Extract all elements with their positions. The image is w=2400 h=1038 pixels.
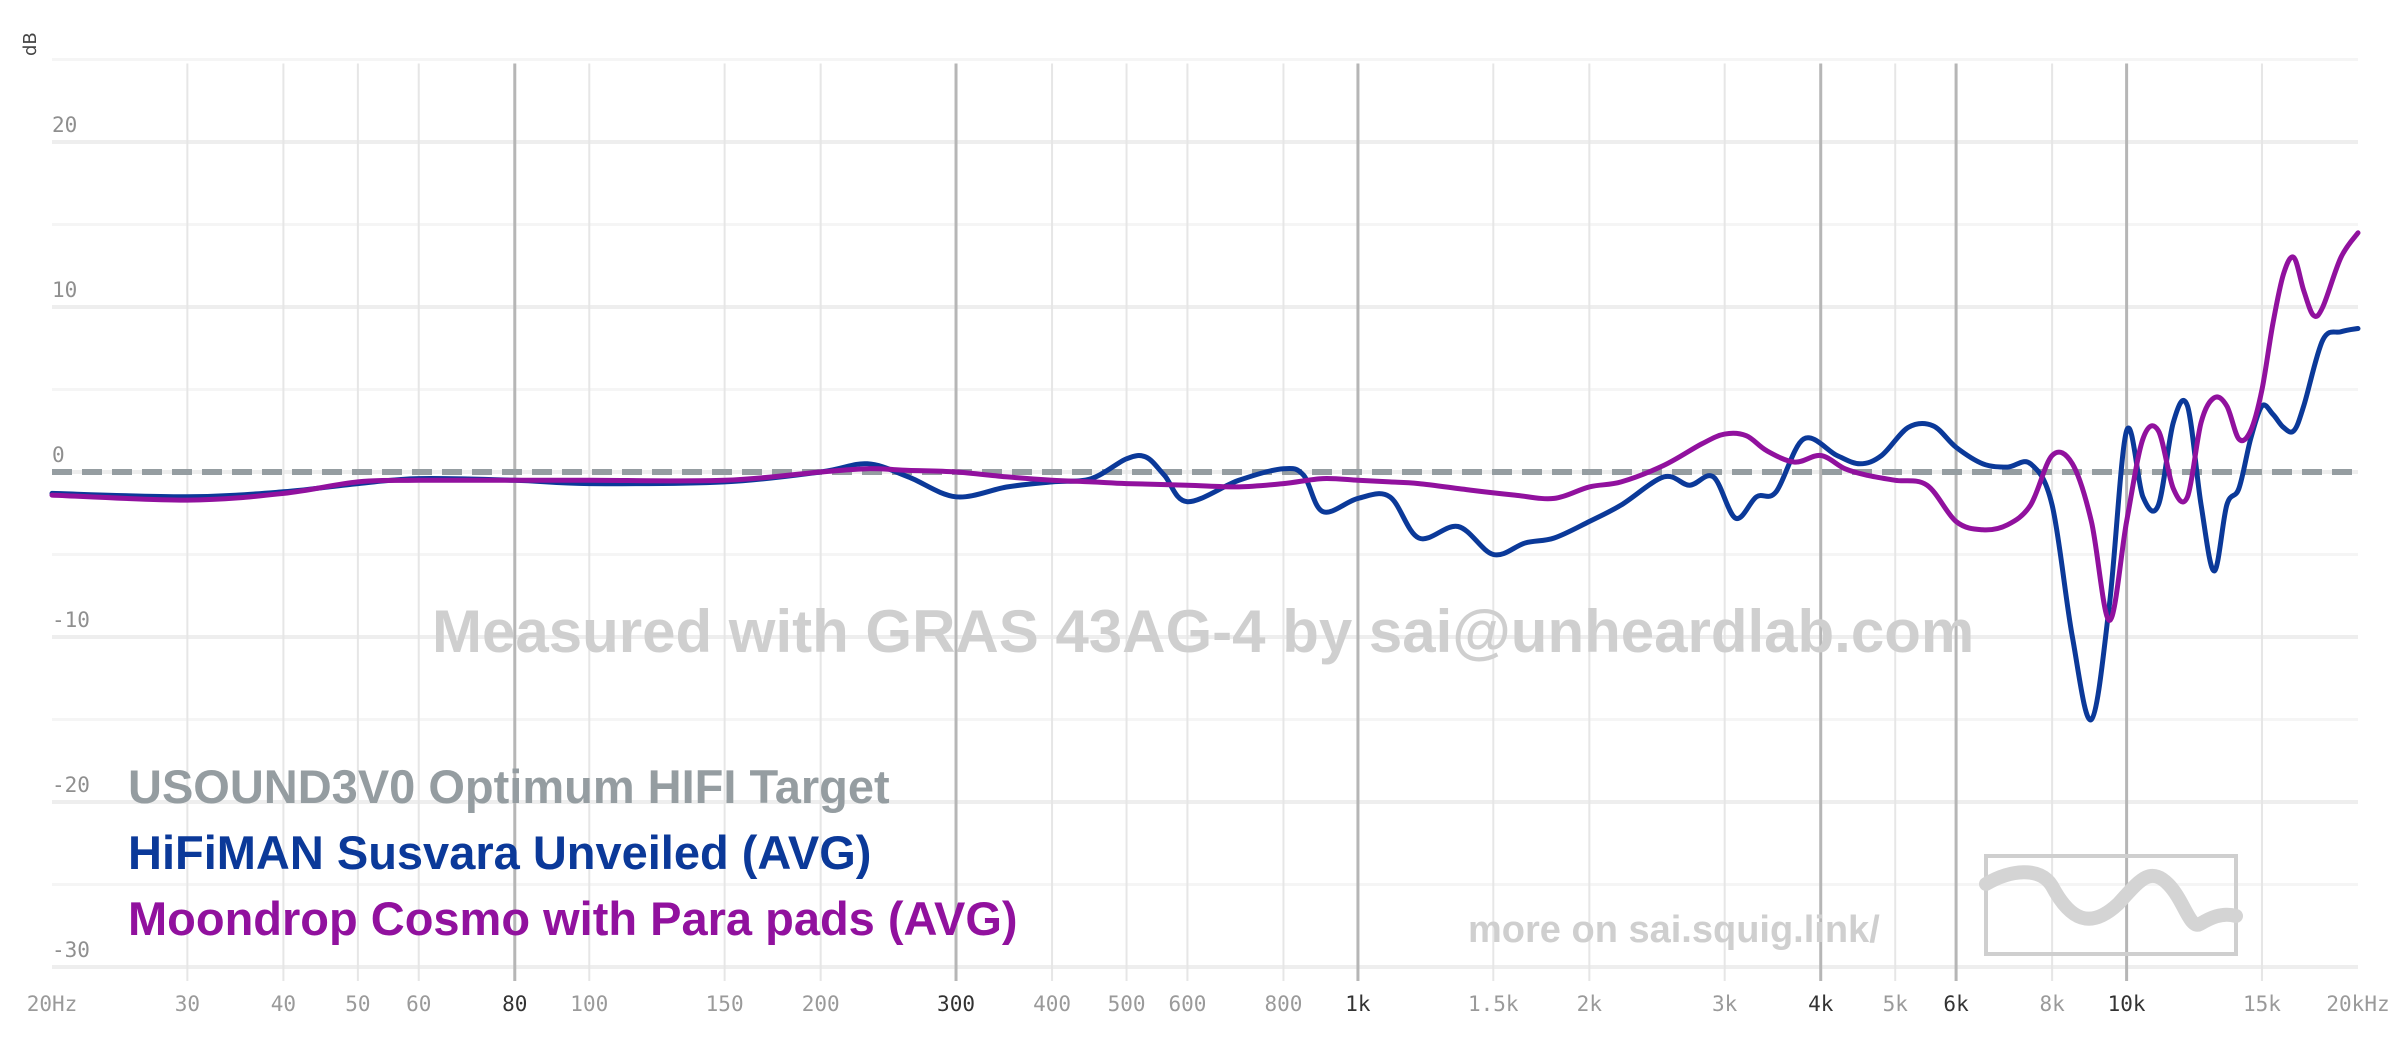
x-tick-label: 300 [937,992,975,1016]
x-tick-label: 1k [1345,992,1371,1016]
series-lines [49,230,2361,723]
more-on-text: more on sai.squig.link/ [1468,909,1880,951]
squig-logo [1979,854,2243,956]
x-tick-label: 2k [1577,992,1603,1016]
y-tick-label: 0 [52,443,65,467]
x-tick-label: 6k [1943,992,1969,1016]
y-tick-label: -20 [52,773,90,797]
legend-entry-cosmo: Moondrop Cosmo with Para pads (AVG) [128,892,1018,945]
x-tick-label: 80 [502,992,527,1016]
y-tick-label: 20 [52,113,77,137]
grid [52,58,2358,981]
x-tick-label: 50 [345,992,370,1016]
x-tick-label: 60 [406,992,431,1016]
x-tick-label: 1.5k [1468,992,1519,1016]
x-tick-label: 800 [1264,992,1302,1016]
x-tick-label: 3k [1712,992,1738,1016]
y-tick-label: 10 [52,278,77,302]
series-line-susvara [49,326,2361,723]
x-tick-label: 100 [570,992,608,1016]
legend: USOUND3V0 Optimum HIFI Target HiFiMAN Su… [128,760,1018,945]
x-tick-label: 4k [1808,992,1834,1016]
legend-entry-susvara: HiFiMAN Susvara Unveiled (AVG) [128,826,871,879]
x-tick-label: 40 [271,992,296,1016]
watermark-text: Measured with GRAS 43AG-4 by sai@unheard… [432,598,1974,665]
x-tick-label: 400 [1033,992,1071,1016]
y-tick-label: -10 [52,608,90,632]
x-tick-labels: 20Hz 30 40 50 60 80 100 150 200 300 400 500 600 800 1k… [27,992,2390,1016]
x-tick-label: 15k [2243,992,2281,1016]
series-line-cosmo [49,230,2361,623]
x-tick-label: 20Hz [27,992,78,1016]
y-tick-label: -30 [52,938,90,962]
y-tick-labels: 20 10 0 -10 -20 -30 [52,113,90,962]
y-axis-label: dB [20,32,41,56]
x-tick-label: 10k [2108,992,2146,1016]
x-tick-label: 500 [1108,992,1146,1016]
x-tick-label: 20kHz [2326,992,2389,1016]
legend-entry-target: USOUND3V0 Optimum HIFI Target [128,760,890,813]
x-tick-label: 8k [2039,992,2065,1016]
x-tick-label: 200 [802,992,840,1016]
x-tick-label: 5k [1883,992,1909,1016]
x-tick-label: 30 [175,992,200,1016]
x-tick-label: 150 [706,992,744,1016]
x-tick-label: 600 [1168,992,1206,1016]
